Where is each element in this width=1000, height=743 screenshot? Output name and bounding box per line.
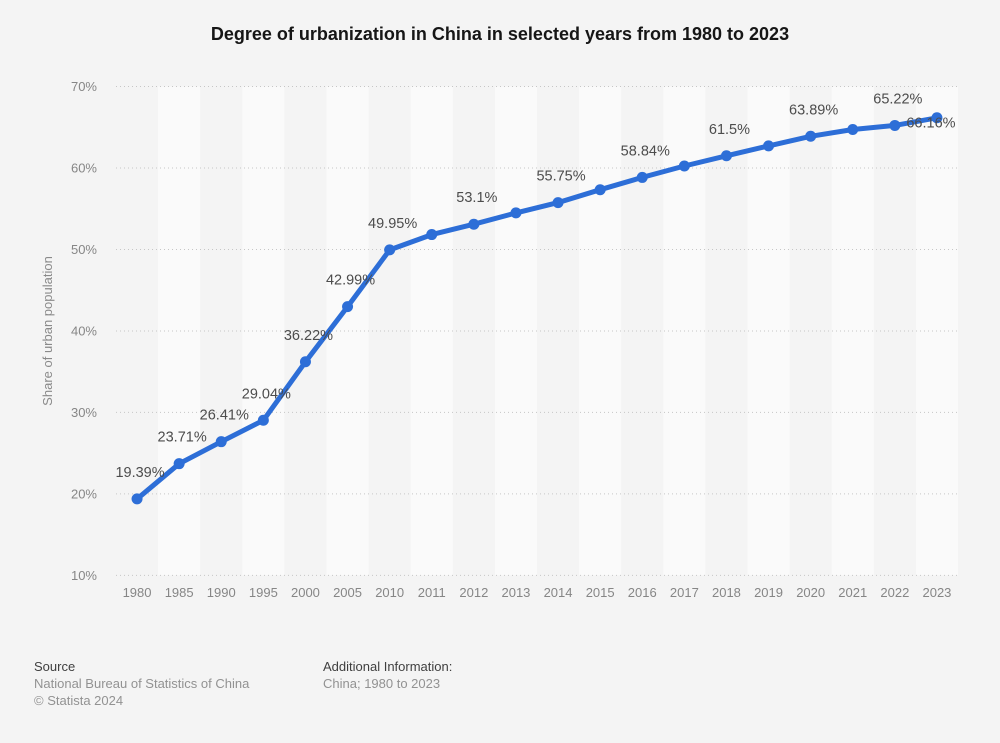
urbanization-line-chart: 10% 20% 30% 40% 50% 60% 70% 1980 1985 1990 1995 200… [40,79,958,600]
data-point[interactable] [510,207,522,219]
additional-info-label: Additional Information: [323,659,453,674]
data-point[interactable] [257,414,269,426]
point-value-label: 65.22% [873,91,922,107]
point-value-label: 29.04% [242,386,291,402]
additional-info-value: China; 1980 to 2023 [323,676,441,691]
source-name: National Bureau of Statistics of China [34,676,250,691]
y-axis-tick-label: 10% [71,568,97,583]
column-band [158,86,201,576]
x-axis-tick-label: 2020 [796,585,825,600]
x-axis-tick-label: 1985 [165,585,194,600]
data-point[interactable] [720,150,732,162]
data-point[interactable] [889,119,901,131]
point-value-label: 19.39% [115,465,164,481]
x-axis-tick-label: 2023 [922,585,951,600]
point-value-label: 53.1% [456,190,497,206]
x-axis-tick-label: 2017 [670,585,699,600]
x-axis-tick-label: 2019 [754,585,783,600]
data-point[interactable] [763,140,775,152]
data-point[interactable] [552,197,564,209]
x-axis-tick-label: 1980 [123,585,152,600]
series-line [134,115,940,502]
point-value-label: 26.41% [200,408,249,424]
column-band [410,86,453,576]
point-value-label: 63.89% [789,102,838,118]
point-value-label: 49.95% [368,216,417,232]
column-band [494,86,537,576]
data-point[interactable] [468,218,480,230]
data-point[interactable] [636,171,648,183]
data-point[interactable] [215,436,227,448]
x-axis-tick-label: 2000 [291,585,320,600]
point-value-label: 42.99% [326,273,375,289]
x-axis-tick-label: 2015 [586,585,615,600]
y-axis-tick-label: 70% [71,79,97,94]
data-point[interactable] [342,301,354,313]
footer-source-block: Source National Bureau of Statistics of … [34,658,249,709]
source-label: Source [34,659,76,674]
data-point[interactable] [299,356,311,368]
x-axis-tick-label: 2005 [333,585,362,600]
y-axis-tick-label: 50% [71,242,97,257]
footer-additional-block: Additional Information: China; 1980 to 2… [323,658,452,692]
x-axis-tick-label: 1990 [207,585,236,600]
x-axis-tick-label: 2018 [712,585,741,600]
x-axis-tick-label: 2022 [880,585,909,600]
y-axis-tick-label: 30% [71,405,97,420]
chart-title: Degree of urbanization in China in selec… [210,24,790,44]
point-value-label: 23.71% [158,430,207,446]
point-value-label: 55.75% [536,169,585,185]
point-value-label: 66.16% [906,115,955,131]
x-axis-tick-label: 2014 [544,585,573,600]
data-point[interactable] [805,130,817,142]
y-axis-title: Share of urban population [40,256,55,406]
x-axis-tick-label: 2010 [375,585,404,600]
data-point[interactable] [426,229,438,241]
data-point[interactable] [931,112,943,124]
data-point[interactable] [594,184,606,196]
copyright-notice: © Statista 2024 [34,693,124,708]
x-axis-tick-label: 2012 [459,585,488,600]
point-value-label: 58.84% [621,143,670,159]
x-axis-tick-label: 1995 [249,585,278,600]
x-axis-tick-label: 2021 [838,585,867,600]
y-axis-tick-label: 40% [71,323,97,338]
column-band [326,86,369,576]
x-axis-tick-label: 2016 [628,585,657,600]
data-point[interactable] [678,160,690,172]
data-point[interactable] [173,458,185,470]
point-value-label: 36.22% [284,328,333,344]
data-point[interactable] [384,244,396,256]
column-band [242,86,285,576]
y-axis-tick-label: 20% [71,486,97,501]
x-axis-tick-label: 2011 [418,585,446,600]
y-axis-tick-label: 60% [71,160,97,175]
point-value-label: 61.5% [709,122,750,138]
data-point[interactable] [847,124,859,136]
data-point[interactable] [131,493,143,505]
x-axis-tick-label: 2013 [501,585,530,600]
